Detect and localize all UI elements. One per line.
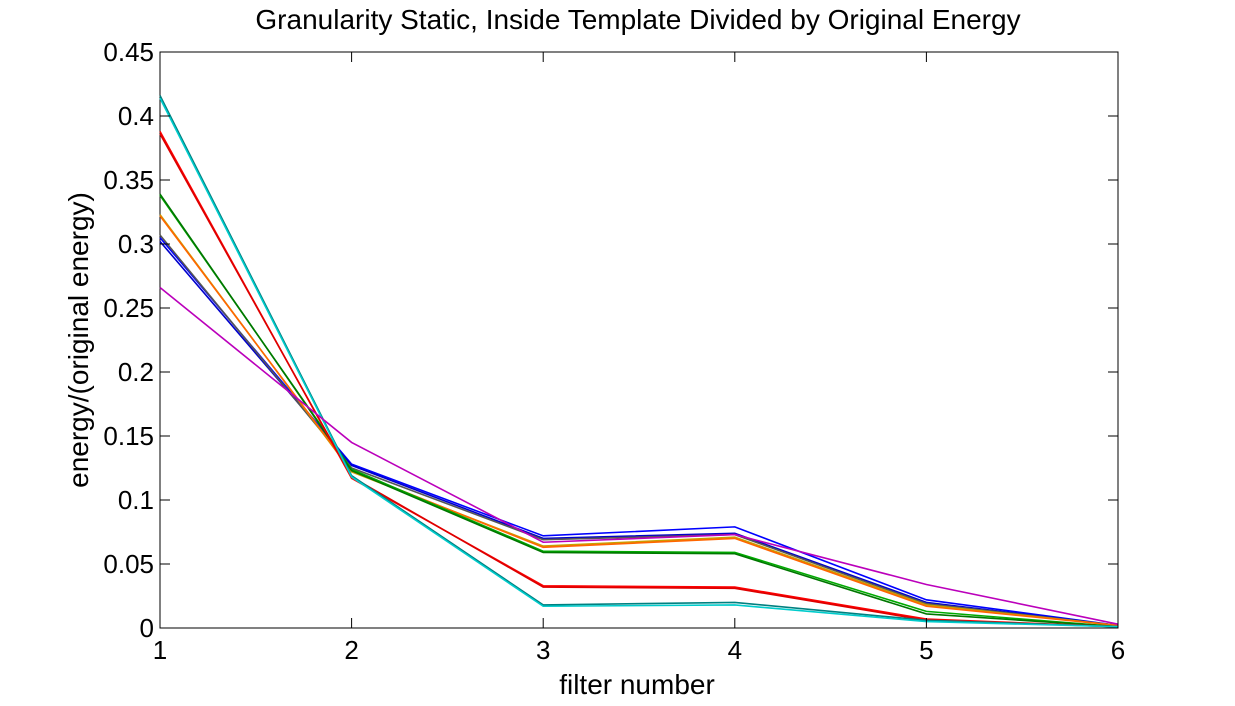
y-axis-label: energy/(original energy) [63,192,94,488]
y-tick-label: 0.4 [118,101,154,131]
y-tick-label: 0.3 [118,229,154,259]
series-line-1 [159,237,1119,627]
y-tick-label: 0.15 [103,421,154,451]
series-group [159,95,1119,628]
x-tick-label: 1 [153,635,167,665]
series-line-7 [159,193,1119,628]
chart-title: Granularity Static, Inside Template Divi… [255,4,1020,35]
x-tick-label: 2 [344,635,358,665]
x-tick-label: 4 [728,635,742,665]
y-tick-label: 0.45 [103,37,154,67]
x-tick-label: 6 [1111,635,1125,665]
y-tick-label: 0.25 [103,293,154,323]
y-tick-label: 0.1 [118,485,154,515]
ticks-group: 1 2 3 4 5 6 0 0.05 0.1 0.15 0.2 0.25 0.3 0.35 0.4 0.45 [103,37,1125,665]
y-tick-label: 0.2 [118,357,154,387]
x-axis-label: filter number [559,669,715,700]
x-tick-label: 5 [919,635,933,665]
y-tick-label: 0 [140,613,154,643]
x-tick-label: 3 [536,635,550,665]
y-tick-label: 0.05 [103,549,154,579]
y-tick-label: 0.35 [103,165,154,195]
series-line-12 [159,286,1119,625]
series-line-11 [159,97,1119,628]
series-line-5 [159,215,1119,627]
